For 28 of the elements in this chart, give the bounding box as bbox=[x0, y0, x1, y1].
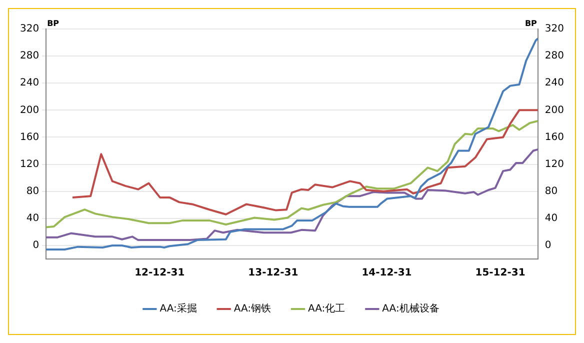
y-tick-label: 240 bbox=[20, 78, 40, 89]
legend-label: AA:采掘 bbox=[160, 302, 197, 315]
y2-tick-label: 200 bbox=[544, 104, 564, 116]
legend-label: AA:钢铁 bbox=[234, 302, 272, 315]
y-tick-label: 80 bbox=[26, 186, 40, 197]
y-tick-label: 160 bbox=[20, 132, 40, 143]
x-tick-label: 14-12-31 bbox=[362, 268, 412, 279]
y-tick-label: 0 bbox=[32, 240, 40, 252]
y2-tick-label: 320 bbox=[544, 24, 564, 35]
y2-tick-label: 160 bbox=[544, 132, 564, 143]
legend-label: AA:化工 bbox=[308, 302, 346, 315]
x-tick-label: 15-12-31 bbox=[475, 268, 526, 279]
y2-tick-label: 240 bbox=[544, 78, 564, 89]
y2-tick-label: 280 bbox=[544, 50, 564, 62]
y-tick-label: 120 bbox=[20, 158, 40, 170]
y2-tick-label: 120 bbox=[544, 158, 564, 170]
y-tick-label: 200 bbox=[20, 104, 40, 116]
x-tick-label: 13-12-31 bbox=[248, 268, 298, 279]
y2-tick-label: 0 bbox=[544, 240, 552, 252]
x-tick-label: 12-12-31 bbox=[134, 268, 185, 279]
legend-label: AA:机械设备 bbox=[382, 302, 440, 315]
y2-axis-title: BP bbox=[524, 19, 538, 28]
y-tick-label: 40 bbox=[26, 213, 40, 224]
y-tick-label: 320 bbox=[20, 24, 40, 35]
y2-tick-label: 80 bbox=[544, 186, 558, 197]
y-tick-label: 280 bbox=[20, 50, 40, 62]
y-axis-title: BP bbox=[47, 19, 60, 28]
y2-tick-label: 40 bbox=[544, 213, 558, 224]
